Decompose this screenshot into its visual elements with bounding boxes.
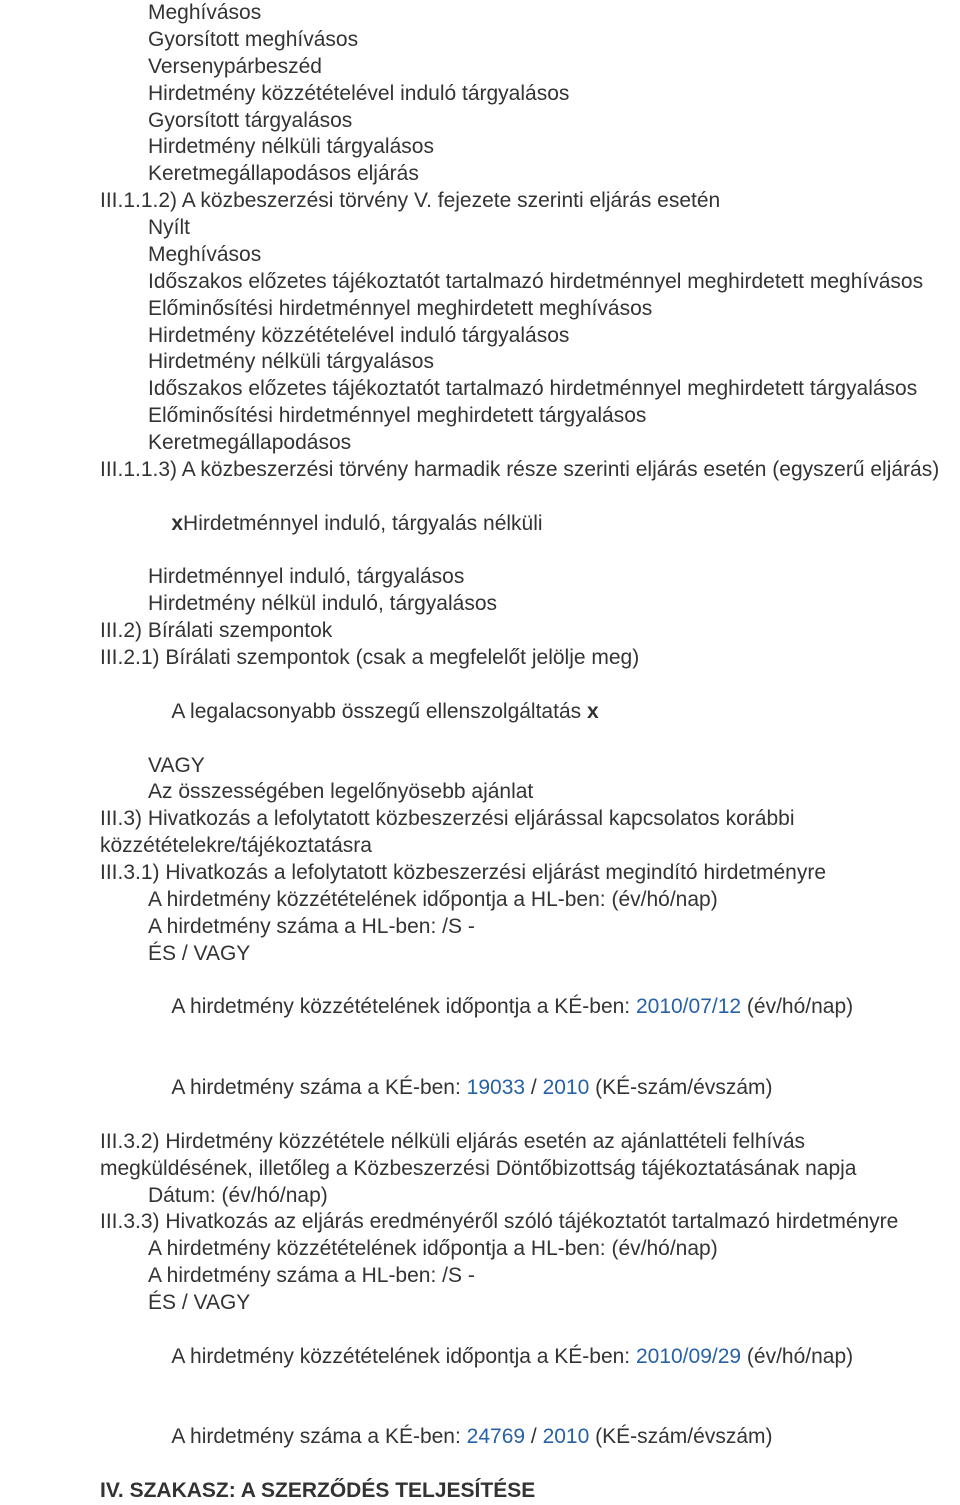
text-line: A hirdetmény közzétételének időpontja a …	[0, 887, 960, 914]
label-suffix: (év/hó/nap)	[741, 995, 853, 1018]
text-line: A hirdetmény száma a KÉ-ben: 19033 / 201…	[0, 1048, 960, 1129]
text-line: xHirdetménnyel induló, tárgyalás nélküli	[0, 484, 960, 565]
label-text: A hirdetmény száma a KÉ-ben:	[171, 1076, 466, 1099]
section-label: III.3.1) Hivatkozás a lefolytatott közbe…	[0, 860, 960, 887]
text-line: A hirdetmény közzétételének időpontja a …	[0, 1317, 960, 1398]
text-line: A hirdetmény száma a HL-ben: /S -	[0, 1263, 960, 1290]
text-line: A hirdetmény közzétételének időpontja a …	[0, 968, 960, 1049]
label-suffix: (KÉ-szám/évszám)	[589, 1076, 772, 1099]
text-line: ÉS / VAGY	[0, 941, 960, 968]
text-line: A hirdetmény száma a HL-ben: /S -	[0, 914, 960, 941]
section-label: III.3.3) Hivatkozás az eljárás eredményé…	[0, 1209, 960, 1236]
label-text: A hirdetmény közzétételének időpontja a …	[171, 995, 636, 1018]
value-number: 24769	[467, 1425, 525, 1448]
text-line: Időszakos előzetes tájékoztatót tartalma…	[0, 269, 960, 296]
text-line: Meghívásos	[0, 0, 960, 27]
text-line: Gyorsított meghívásos	[0, 27, 960, 54]
section-label: III.2.1) Bírálati szempontok (csak a meg…	[0, 645, 960, 672]
text-line: Dátum: (év/hó/nap)	[0, 1183, 960, 1210]
text-line: Nyílt	[0, 215, 960, 242]
value-year: 2010	[543, 1425, 590, 1448]
text-line: VAGY	[0, 753, 960, 780]
option-label: Hirdetménnyel induló, tárgyalás nélküli	[183, 512, 543, 535]
value-date: 2010/07/12	[636, 995, 741, 1018]
text-line: Az összességében legelőnyösebb ajánlat	[0, 779, 960, 806]
text-line: Előminősítési hirdetménnyel meghirdetett…	[0, 403, 960, 430]
text-line: Gyorsított tárgyalásos	[0, 108, 960, 135]
text-line: Hirdetménnyel induló, tárgyalásos	[0, 564, 960, 591]
separator: /	[525, 1076, 543, 1099]
separator: /	[525, 1425, 543, 1448]
value-date: 2010/09/29	[636, 1345, 741, 1368]
text-line: Keretmegállapodásos	[0, 430, 960, 457]
text-line: ÉS / VAGY	[0, 1290, 960, 1317]
label-text: A hirdetmény száma a KÉ-ben:	[171, 1425, 466, 1448]
section-label: III.2) Bírálati szempontok	[0, 618, 960, 645]
label-suffix: (KÉ-szám/évszám)	[589, 1425, 772, 1448]
section-label: III.3) Hivatkozás a lefolytatott közbesz…	[0, 806, 960, 860]
checkbox-mark: x	[171, 512, 183, 535]
text-line: A legalacsonyabb összegű ellenszolgáltat…	[0, 672, 960, 753]
text-line: Időszakos előzetes tájékoztatót tartalma…	[0, 376, 960, 403]
text-line: Hirdetmény nélkül induló, tárgyalásos	[0, 591, 960, 618]
option-label: A legalacsonyabb összegű ellenszolgáltat…	[171, 700, 587, 723]
section-label: III.3.2) Hirdetmény közzététele nélküli …	[0, 1129, 960, 1183]
text-line: Hirdetmény közzétételével induló tárgyal…	[0, 81, 960, 108]
text-line: A hirdetmény száma a KÉ-ben: 24769 / 201…	[0, 1398, 960, 1479]
label-suffix: (év/hó/nap)	[741, 1345, 853, 1368]
checkbox-mark: x	[587, 700, 599, 723]
text-line: Versenypárbeszéd	[0, 54, 960, 81]
text-line: Előminősítési hirdetménnyel meghirdetett…	[0, 296, 960, 323]
text-line: Hirdetmény nélküli tárgyalásos	[0, 134, 960, 161]
text-line: Hirdetmény közzétételével induló tárgyal…	[0, 323, 960, 350]
section-label: III.1.1.2) A közbeszerzési törvény V. fe…	[0, 188, 960, 215]
text-line: Keretmegállapodásos eljárás	[0, 161, 960, 188]
section-label: III.1.1.3) A közbeszerzési törvény harma…	[0, 457, 960, 484]
value-number: 19033	[467, 1076, 525, 1099]
value-year: 2010	[543, 1076, 590, 1099]
document-page: Meghívásos Gyorsított meghívásos Verseny…	[0, 0, 960, 1505]
text-line: Meghívásos	[0, 242, 960, 269]
label-text: A hirdetmény közzétételének időpontja a …	[171, 1345, 636, 1368]
text-line: Hirdetmény nélküli tárgyalásos	[0, 349, 960, 376]
text-line: A hirdetmény közzétételének időpontja a …	[0, 1236, 960, 1263]
